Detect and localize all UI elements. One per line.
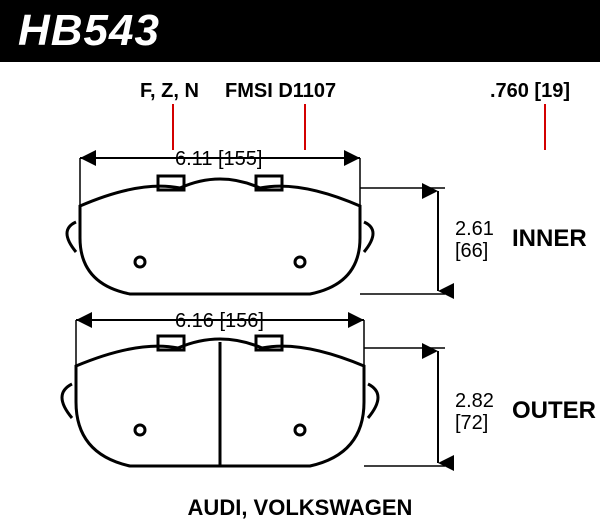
outer-width-label: 6.16 [156]	[175, 310, 264, 332]
header-thickness: .760 [19]	[490, 80, 570, 103]
inner-height-mm: [66]	[455, 240, 488, 262]
callout-line-fmsi	[304, 104, 306, 150]
callout-line-compounds	[172, 104, 174, 150]
inner-width-label: 6.11 [155]	[175, 148, 262, 170]
inner-name: INNER	[512, 225, 587, 253]
outer-height-in: 2.82	[455, 390, 494, 412]
header-fmsi: FMSI D1107	[225, 80, 336, 103]
inner-height-in: 2.61	[455, 218, 494, 240]
outer-height-mm: [72]	[455, 412, 488, 434]
part-number: HB543	[18, 6, 160, 56]
outer-name: OUTER	[512, 397, 596, 425]
header-compounds: F, Z, N	[140, 80, 199, 103]
callout-line-thickness	[544, 104, 546, 150]
applications: AUDI, VOLKSWAGEN	[0, 495, 600, 521]
